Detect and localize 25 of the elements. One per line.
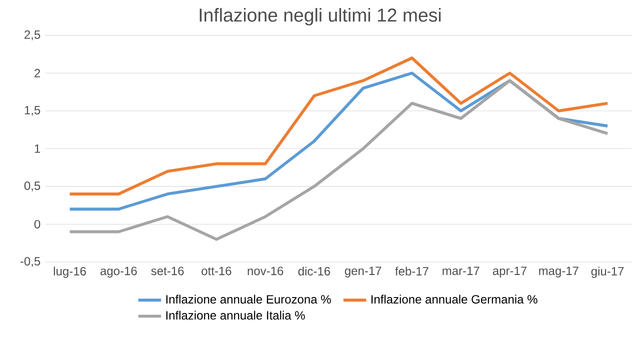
legend-label: Inflazione annuale Eurozona % — [166, 294, 331, 304]
x-tick-label: nov-16 — [248, 266, 284, 276]
x-tick-label: feb-17 — [395, 266, 428, 276]
x-tick-label: mag-17 — [539, 266, 578, 278]
y-tick-label: -0,5 — [20, 257, 40, 267]
line-series — [68, 79, 610, 241]
x-tick-label: ago-16 — [100, 266, 137, 278]
chart-title: Inflazione negli ultimi 12 mesi — [200, 8, 441, 26]
x-tick-label: giu-17 — [591, 266, 624, 278]
x-tick-label: mar-17 — [442, 266, 480, 276]
line-series — [68, 56, 610, 196]
x-tick-label: lug-16 — [54, 266, 86, 278]
y-tick-label: 2,5 — [24, 30, 40, 40]
legend-label: Inflazione annuale Germania % — [371, 294, 538, 304]
x-tick-label: ott-16 — [202, 266, 232, 276]
y-tick-label: 0,5 — [24, 181, 40, 192]
x-tick-label: dic-16 — [298, 266, 330, 276]
x-tick-label: set-16 — [151, 266, 184, 276]
y-tick-label: 1,5 — [24, 106, 40, 116]
legend-label: Inflazione annuale Italia % — [166, 310, 305, 320]
y-tick-label: 1 — [34, 144, 40, 153]
x-tick-label: gen-17 — [344, 266, 382, 278]
y-tick-label: 2 — [34, 68, 40, 78]
x-tick-label: apr-17 — [492, 266, 526, 278]
y-tick-label: 0 — [34, 220, 40, 228]
